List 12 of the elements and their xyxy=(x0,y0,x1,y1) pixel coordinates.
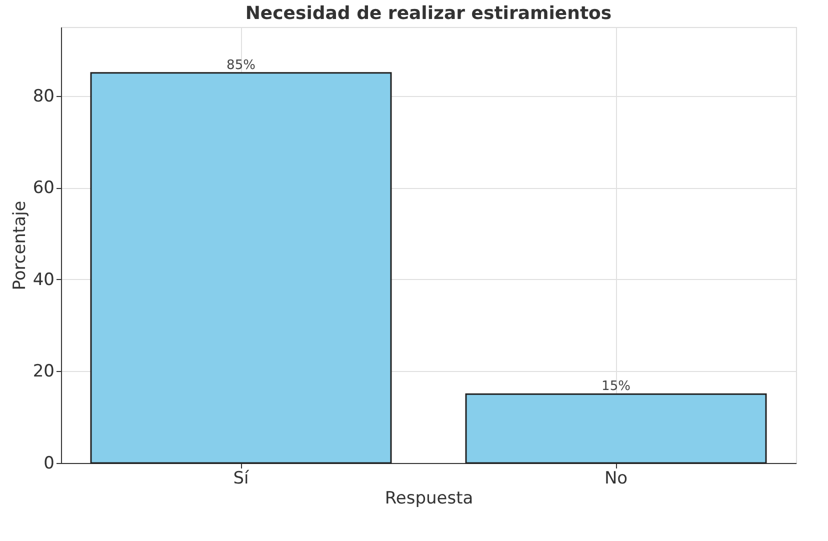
chart-title: Necesidad de realizar estiramientos xyxy=(245,3,612,24)
y-tick-label: 80 xyxy=(32,86,54,106)
x-tick-label: No xyxy=(604,468,628,488)
y-tick-label: 20 xyxy=(32,362,54,382)
y-tick-label: 0 xyxy=(44,454,54,474)
y-tick-label: 60 xyxy=(32,178,54,198)
y-axis-title: Porcentaje xyxy=(10,200,30,290)
data-label: 85% xyxy=(226,58,256,73)
x-axis-title: Respuesta xyxy=(384,488,474,508)
x-tick-label: Sí xyxy=(233,468,250,488)
y-tick-label: 40 xyxy=(32,270,54,290)
data-label: 15% xyxy=(602,379,630,394)
